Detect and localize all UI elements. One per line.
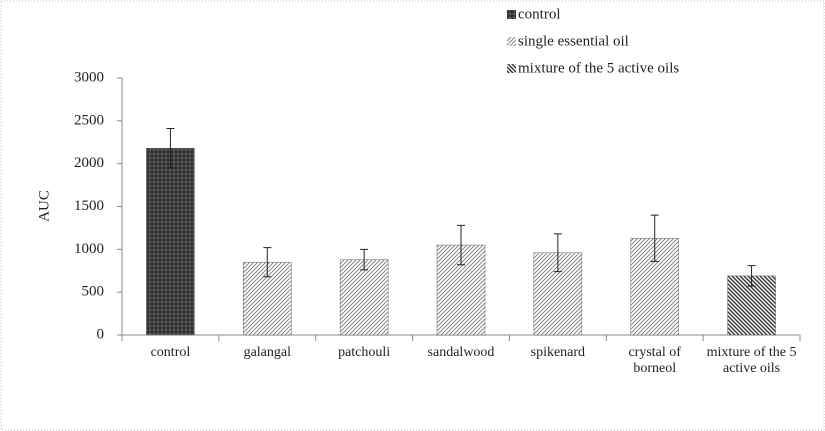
- legend-swatch: [507, 10, 516, 19]
- error-bar: [166, 128, 175, 169]
- x-tick-label: control: [150, 345, 191, 360]
- x-tick-label: patchouli: [338, 345, 391, 360]
- legend-swatch: [507, 37, 516, 46]
- y-tick-label: 1500: [74, 198, 104, 214]
- legend-label: control: [518, 6, 561, 22]
- error-bar: [263, 247, 272, 278]
- bar: [146, 147, 195, 336]
- y-tick-label: 2500: [74, 112, 104, 128]
- legend-swatch: [507, 64, 516, 73]
- error-bar: [360, 248, 369, 271]
- x-tick-label: galangal: [243, 345, 291, 360]
- bar: [339, 259, 389, 336]
- y-tick-label: 1000: [74, 241, 104, 257]
- y-tick-label: 500: [82, 284, 105, 300]
- error-bar: [553, 233, 562, 273]
- x-tick-label: crystal of borneol: [628, 345, 681, 376]
- x-tick-label: sandalwood: [427, 345, 495, 360]
- error-bar: [457, 224, 465, 266]
- y-axis-label: AUC: [36, 190, 52, 222]
- error-bar: [747, 265, 756, 287]
- error-bar: [650, 214, 659, 262]
- x-tick-label: mixture of the 5 active oils: [706, 345, 797, 376]
- y-tick-label: 3000: [74, 69, 104, 85]
- x-tick-label: spikenard: [530, 345, 586, 360]
- y-tick-label: 2000: [74, 155, 104, 171]
- y-tick-label: 0: [97, 326, 105, 342]
- legend-label: mixture of the 5 active oils: [518, 60, 679, 76]
- legend-label: single essential oil: [518, 33, 629, 49]
